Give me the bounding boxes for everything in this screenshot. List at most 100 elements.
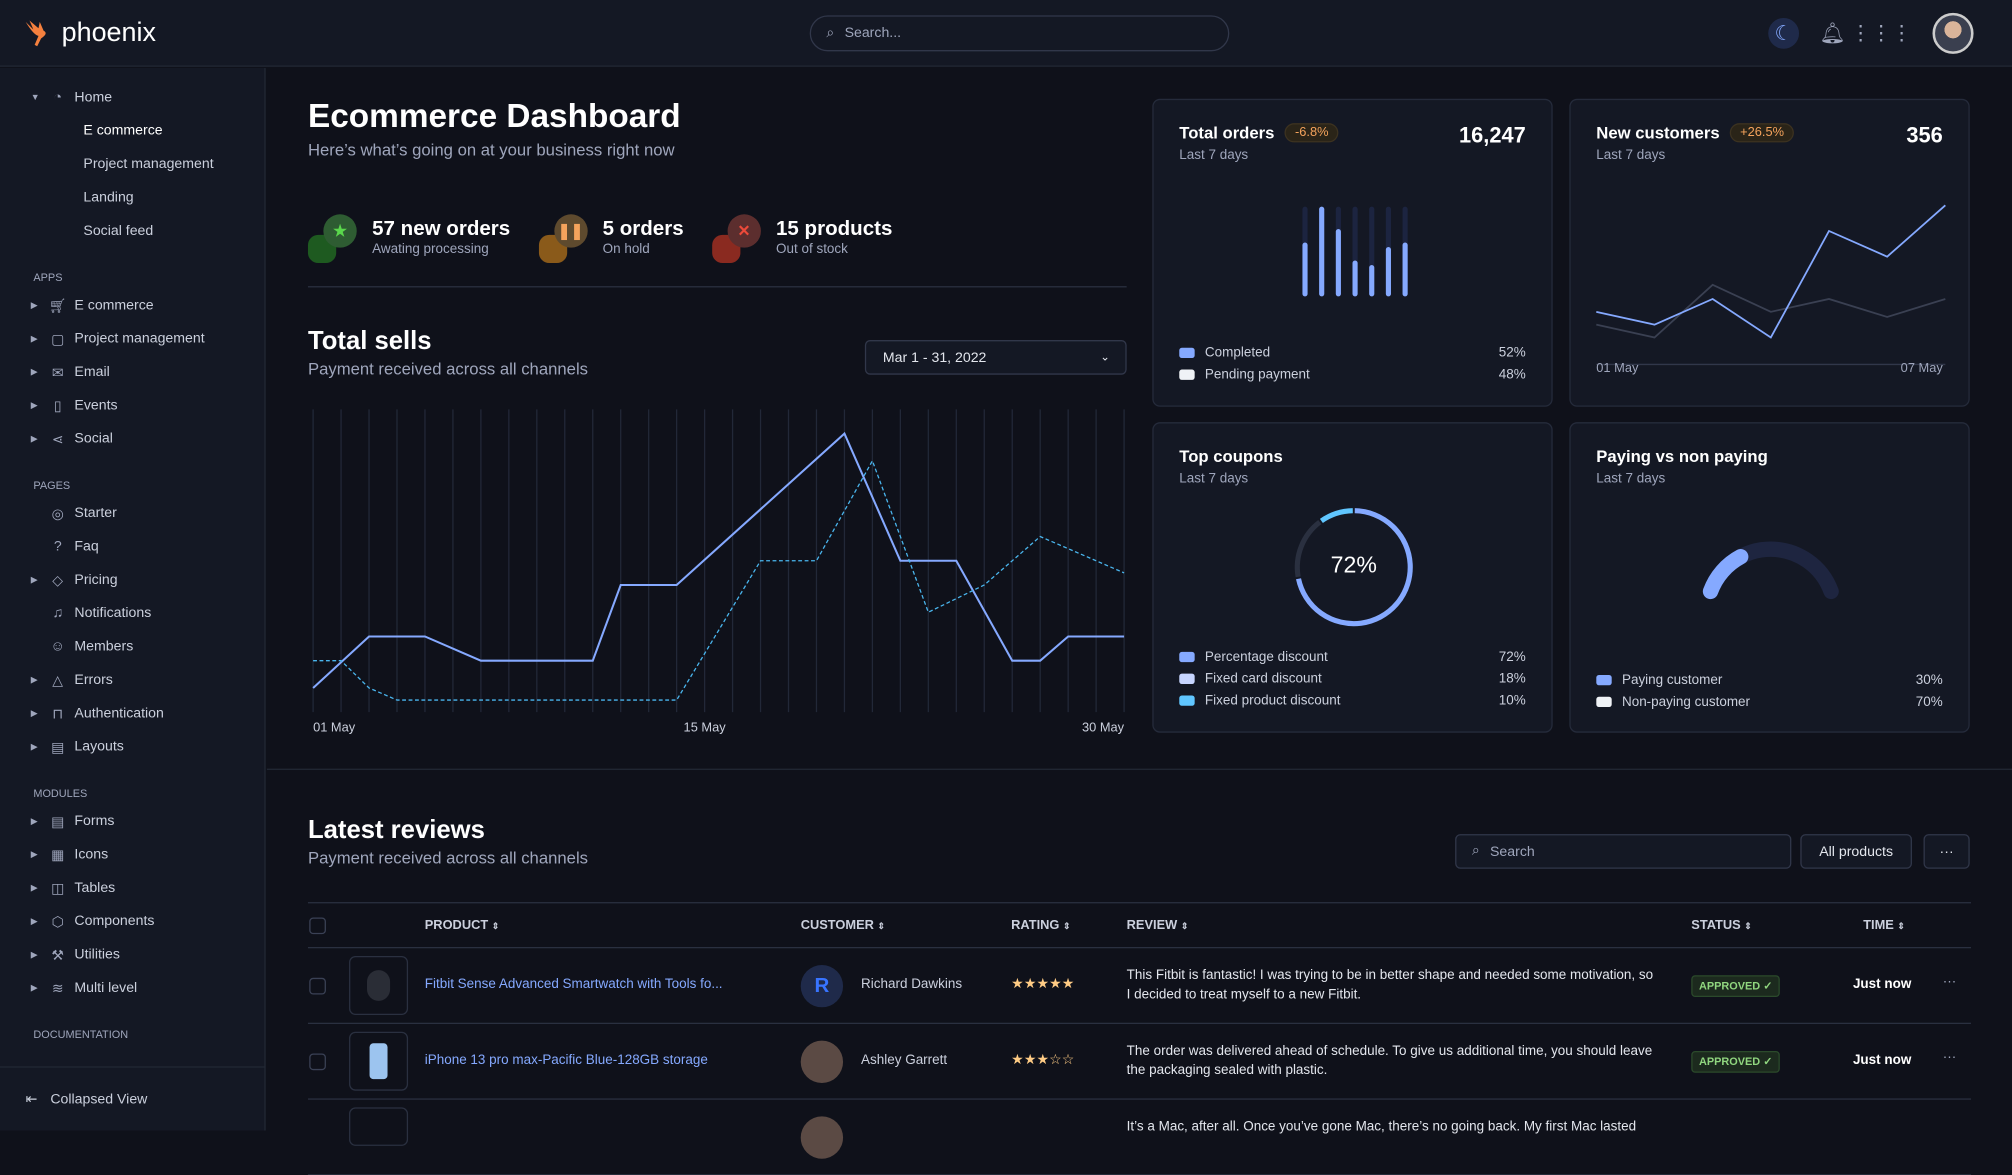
sidebar-item[interactable]: ▶ △ Errors (0, 663, 264, 696)
logo[interactable]: phoenix (23, 17, 156, 48)
row-more-icon[interactable]: ··· (1942, 1049, 1957, 1066)
sidebar-item[interactable]: ▶ ▢ Project management (0, 322, 264, 355)
mail-icon: ✉ (51, 365, 64, 381)
pause-icon: ❚❚ (538, 212, 589, 264)
product-link[interactable]: iPhone 13 pro max-Pacific Blue-128GB sto… (424, 1052, 708, 1068)
stat-value: 15 products (776, 218, 893, 240)
customer-avatar (800, 1116, 844, 1159)
card-value: 16,247 (1458, 123, 1526, 148)
table-row: It’s a Mac, after all. Once you’ve gone … (307, 1100, 1971, 1175)
coupons-donut-chart (1294, 508, 1413, 627)
reviews-search-input[interactable]: ⌕ Search (1455, 834, 1792, 869)
sidebar-item[interactable]: ▶ ▤ Forms (0, 805, 264, 838)
sidebar-item[interactable]: ▶ ◇ Pricing (0, 563, 264, 596)
sidebar-item[interactable]: ▶ ⋖ Social (0, 422, 264, 455)
stats-row: ★ 57 new orders Awating processing ❚❚ 5 orde… (307, 212, 893, 264)
chevron-down-icon: ⌄ (1100, 350, 1110, 364)
bar (1335, 229, 1341, 297)
sidebar-item[interactable]: ▶ ▯ Events (0, 389, 264, 422)
sidebar-item[interactable]: ? Faq (0, 530, 264, 563)
sidebar-item-label: Layouts (74, 739, 124, 755)
donut-center-label: 72% (1330, 551, 1377, 578)
bar (1369, 264, 1375, 297)
date-range-select[interactable]: Mar 1 - 31, 2022 ⌄ (864, 340, 1127, 375)
page-title: Ecommerce Dashboard (307, 96, 681, 135)
layout-icon: ▤ (51, 739, 65, 756)
search-placeholder: Search... (844, 25, 902, 42)
column-header[interactable]: RATING ⇕ (1011, 919, 1070, 933)
column-header[interactable]: CUSTOMER ⇕ (801, 919, 885, 933)
phoenix-logo-icon (25, 19, 46, 46)
column-header-label: STATUS (1691, 918, 1741, 933)
sidebar-item[interactable]: ▶ ◫ Tables (0, 871, 264, 904)
row-checkbox[interactable] (309, 1053, 326, 1071)
card-period: Last 7 days (1179, 470, 1249, 487)
sidebar-item[interactable]: ◎ Starter (0, 497, 264, 530)
caret-right-icon: ▶ (30, 401, 38, 411)
pie-chart-icon: ◔ (53, 89, 63, 106)
global-search-input[interactable]: ⌕ Search... (809, 15, 1230, 52)
select-all-checkbox[interactable] (309, 917, 326, 935)
product-link[interactable]: Fitbit Sense Advanced Smartwatch with To… (424, 976, 723, 992)
sidebar-item-label: Project management (74, 331, 205, 347)
card-period: Last 7 days (1179, 147, 1249, 163)
legend-label: Pending payment (1204, 366, 1310, 382)
sidebar-item[interactable]: ▶ ⊓ Authentication (0, 697, 264, 730)
sidebar-item-label: E commerce (74, 297, 154, 314)
sidebar-item-label: Pricing (74, 572, 118, 588)
sidebar-subitem[interactable]: Project management (83, 156, 214, 172)
stat-item: ❚❚ 5 orders On hold (538, 212, 684, 264)
legend-value: 30% (1915, 671, 1943, 688)
more-options-button[interactable]: ··· (1923, 834, 1970, 869)
sidebar-item[interactable]: ▶ ≋ Multi level (0, 971, 264, 1004)
customer-name[interactable]: Richard Dawkins (861, 976, 963, 992)
sidebar-item[interactable]: ♫ Notifications (0, 597, 264, 630)
sidebar-subitem[interactable]: Social feed (83, 223, 154, 239)
sidebar-item-home[interactable]: ▼ ◔ Home (30, 89, 113, 106)
column-header-label: CUSTOMER (800, 918, 874, 933)
product-image[interactable] (349, 955, 409, 1016)
search-icon: ⌕ (1471, 843, 1480, 859)
sidebar-item[interactable]: ▶ ▤ Layouts (0, 730, 264, 763)
sidebar-item[interactable]: ▶ ⚒ Utilities (0, 938, 264, 971)
sidebar-item[interactable]: ☺ Members (0, 630, 264, 663)
customer-name[interactable]: Ashley Garrett (861, 1052, 948, 1068)
theme-toggle-moon-icon[interactable]: ☾ (1768, 17, 1800, 49)
bell-icon[interactable]: 🔔︎ (1819, 23, 1846, 45)
apps-grid-icon[interactable]: ⋮⋮⋮ (1850, 23, 1912, 45)
gauge-fill (1702, 549, 1749, 600)
legend-swatch (1179, 368, 1195, 380)
bar (1352, 260, 1358, 297)
sidebar-item-label: Forms (74, 813, 115, 829)
collapsed-view-button[interactable]: ⇤ Collapsed View (0, 1066, 266, 1130)
sort-icon: ⇕ (1180, 922, 1189, 932)
paying-gauge-chart (1702, 541, 1839, 600)
legend-item: Percentage discount 72% (1179, 645, 1526, 667)
star-rating: ★★★☆☆ (1011, 1052, 1075, 1068)
column-header[interactable]: STATUS ⇕ (1691, 919, 1752, 933)
sidebar-subitem[interactable]: Landing (83, 189, 134, 206)
orders-bar-chart (1302, 206, 1408, 297)
all-products-button[interactable]: All products (1800, 834, 1912, 869)
column-header[interactable]: PRODUCT ⇕ (425, 919, 500, 933)
sidebar-item[interactable]: ▶ ⬡ Components (0, 905, 264, 938)
legend-swatch (1179, 651, 1195, 662)
row-more-icon[interactable]: ··· (1942, 973, 1957, 990)
section-label-modules: MODULES (33, 786, 88, 800)
sidebar-item[interactable]: ▶ ▦ Icons (0, 838, 264, 871)
row-checkbox[interactable] (309, 977, 326, 995)
card-title: Paying vs non paying (1596, 446, 1768, 466)
product-image[interactable] (349, 1031, 409, 1091)
sort-icon: ⇕ (491, 922, 500, 932)
user-avatar[interactable] (1932, 12, 1974, 54)
table-row: iPhone 13 pro max-Pacific Blue-128GB sto… (307, 1024, 1971, 1100)
product-image[interactable] (349, 1107, 409, 1146)
column-header[interactable]: TIME ⇕ (1863, 919, 1905, 933)
sidebar-item[interactable]: ▶ ✉ Email (0, 355, 264, 388)
sidebar-subitem[interactable]: E commerce (83, 123, 163, 139)
caret-right-icon: ▶ (30, 435, 38, 444)
stat-value: 57 new orders (372, 218, 511, 240)
column-header[interactable]: REVIEW ⇕ (1127, 919, 1189, 933)
donut-slice (1295, 508, 1413, 627)
sidebar-item[interactable]: ▶ 🛒︎ E commerce (0, 289, 264, 322)
